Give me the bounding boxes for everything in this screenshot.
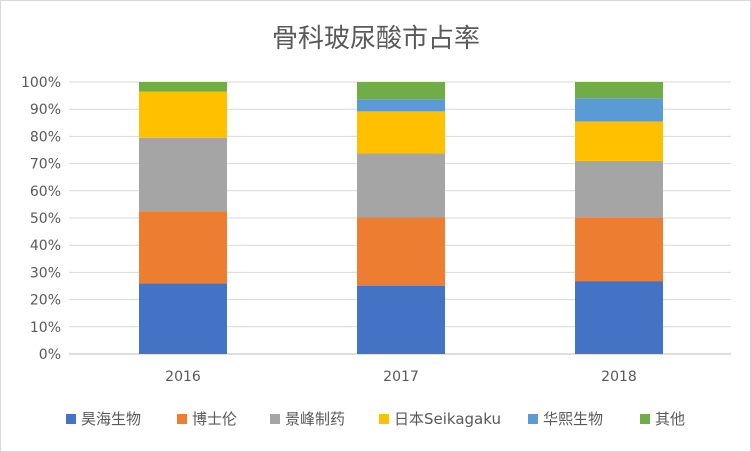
y-tick-label: 20% <box>30 293 61 309</box>
bar-segment <box>357 99 445 112</box>
legend: 昊海生物 博士伦 景峰制药 日本Seikagaku 华熙生物 其他 <box>66 410 685 428</box>
x-tick-label: 2018 <box>601 369 637 385</box>
y-tick-label: 100% <box>21 75 61 91</box>
legend-label: 日本Seikagaku <box>394 410 501 428</box>
bar-segment <box>357 82 445 100</box>
bar-segment <box>357 111 445 154</box>
legend-swatch <box>270 414 280 424</box>
y-tick-label: 90% <box>30 102 61 118</box>
legend-label: 华熙生物 <box>543 410 603 428</box>
legend-swatch <box>379 414 389 424</box>
bar-segment <box>357 153 445 218</box>
legend-swatch <box>640 414 650 424</box>
y-tick-label: 0% <box>39 347 61 363</box>
bar-segment <box>575 218 663 282</box>
legend-label: 昊海生物 <box>81 410 141 428</box>
bar-segment <box>139 82 227 91</box>
y-tick-label: 30% <box>30 265 61 281</box>
y-tick-label: 10% <box>30 320 61 336</box>
y-tick-label: 80% <box>30 129 61 145</box>
bar-segment <box>139 283 227 354</box>
legend-swatch <box>528 414 538 424</box>
legend-label: 博士伦 <box>192 410 237 428</box>
legend-label: 景峰制药 <box>285 410 345 428</box>
bar-segment <box>139 137 227 212</box>
y-axis: 0% 10% 20% 30% 40% 50% 60% 70% 80% 90% 100% <box>21 75 61 363</box>
bar-segment <box>139 91 227 138</box>
y-tick-label: 40% <box>30 238 61 254</box>
bar-segment <box>357 217 445 286</box>
bar-segment <box>575 160 663 218</box>
bar-segment <box>357 286 445 354</box>
x-tick-label: 2016 <box>165 369 201 385</box>
x-axis: 2016 2017 2018 <box>165 369 637 385</box>
y-tick-label: 60% <box>30 184 61 200</box>
bars <box>139 82 663 354</box>
legend-label: 其他 <box>655 410 685 428</box>
chart-title: 骨科玻尿酸市占率 <box>272 24 480 54</box>
x-tick-label: 2017 <box>383 369 419 385</box>
bar-segment <box>139 90 227 92</box>
bar-segment <box>575 98 663 122</box>
legend-swatch <box>66 414 76 424</box>
bar-segment <box>575 121 663 161</box>
bar-segment <box>575 281 663 354</box>
y-tick-label: 70% <box>30 157 61 173</box>
bar-segment <box>575 82 663 99</box>
legend-swatch <box>177 414 187 424</box>
bar-segment <box>139 211 227 284</box>
y-tick-label: 50% <box>30 211 61 227</box>
